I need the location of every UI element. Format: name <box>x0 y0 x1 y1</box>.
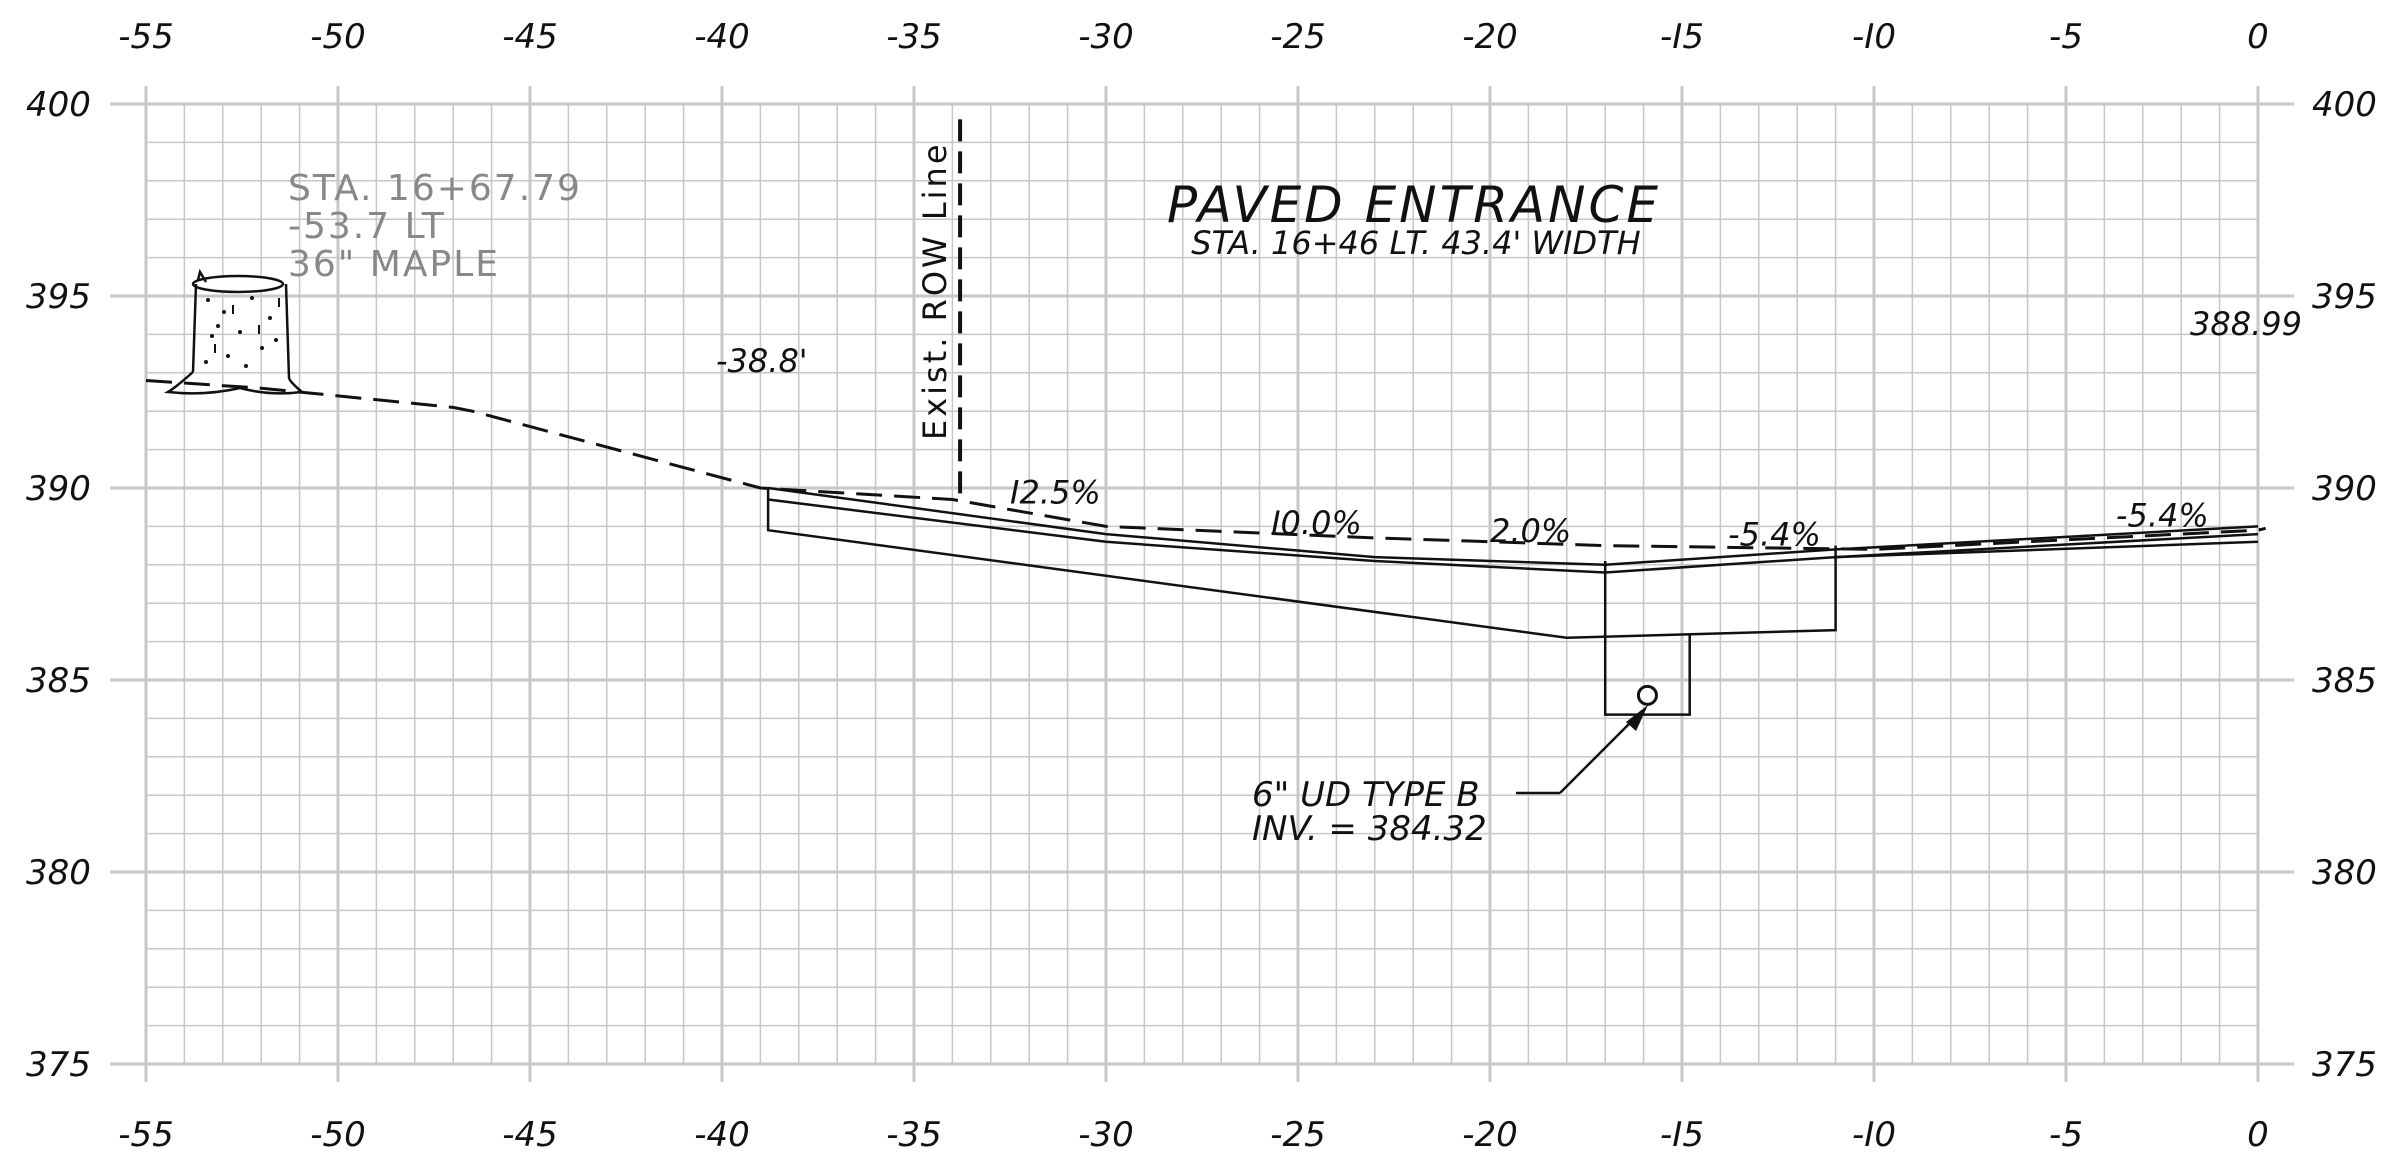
x-tick-label-bottom: -35 <box>886 1115 942 1155</box>
y-tick-label-right: 375 <box>2312 1045 2377 1085</box>
underdrain-trench-outline <box>1603 561 1691 716</box>
underdrain-callout: 6" UD TYPE B INV. = 384.32 <box>1252 705 1648 849</box>
proposed-surface-inner-line <box>767 498 2259 574</box>
x-tick-label-bottom: -55 <box>118 1115 174 1155</box>
grade-label: 2.0% <box>1490 512 1571 550</box>
tree-note-line-2: -53.7 LT <box>288 206 446 247</box>
x-tick-label-top: -20 <box>1462 17 1518 57</box>
x-tick-label-bottom: -25 <box>1270 1115 1326 1155</box>
x-tick-label-top: -55 <box>118 17 174 57</box>
y-tick-label-right: 400 <box>2312 85 2377 125</box>
y-tick-label-right: 390 <box>2312 469 2377 509</box>
y-tick-label-right: 395 <box>2312 277 2377 317</box>
x-tick-label-top: -30 <box>1078 17 1134 57</box>
grade-label: -5.4% <box>2116 496 2209 534</box>
y-tick-label-left: 390 <box>26 469 91 509</box>
existing-ground-offset-label: -38.8' <box>716 342 808 380</box>
x-tick-label-bottom: -30 <box>1078 1115 1134 1155</box>
end-elevation-label: 388.99 <box>2190 305 2302 343</box>
y-tick-label-right: 380 <box>2312 853 2377 893</box>
y-tick-label-left: 375 <box>26 1045 91 1085</box>
profile-lines <box>145 119 2267 716</box>
axis-labels: -55-55-50-50-45-45-40-40-35-35-30-30-25-… <box>26 17 2377 1155</box>
x-tick-label-top: -45 <box>502 17 558 57</box>
x-tick-label-top: -25 <box>1270 17 1326 57</box>
underdrain-label: 6" UD TYPE B <box>1252 775 1480 815</box>
x-tick-label-top: 0 <box>2247 17 2269 57</box>
x-tick-label-bottom: 0 <box>2247 1115 2269 1155</box>
existing-ground-line <box>145 379 2267 551</box>
tree-note-line-1: STA. 16+67.79 <box>288 168 582 209</box>
grade-labels: I2.5% I0.0% 2.0% -5.4% -5.4% <box>1010 473 2209 553</box>
tree-note-line-3: 36" MAPLE <box>288 244 500 285</box>
proposed-surface-line <box>767 486 2259 567</box>
grade-label: I0.0% <box>1271 504 1362 542</box>
x-tick-label-top: -I0 <box>1852 17 1896 57</box>
tree-stump-icon <box>164 268 306 395</box>
tree-note: STA. 16+67.79 -53.7 LT 36" MAPLE <box>288 168 582 285</box>
row-line-label: Exist. ROW Line <box>916 141 954 440</box>
y-tick-label-right: 385 <box>2312 661 2377 701</box>
x-tick-label-top: -50 <box>310 17 366 57</box>
sheet-subtitle: STA. 16+46 LT. 43.4' WIDTH <box>1191 224 1640 262</box>
x-tick-label-bottom: -45 <box>502 1115 558 1155</box>
x-tick-label-bottom: -I0 <box>1852 1115 1896 1155</box>
sheet-title: PAVED ENTRANCE <box>1167 176 1661 234</box>
y-tick-label-left: 395 <box>26 277 91 317</box>
y-tick-label-left: 385 <box>26 661 91 701</box>
x-tick-label-top: -5 <box>2049 17 2083 57</box>
x-tick-label-top: -35 <box>886 17 942 57</box>
pavement-base-outline <box>766 488 1837 640</box>
x-tick-label-bottom: -20 <box>1462 1115 1518 1155</box>
x-tick-label-bottom: -50 <box>310 1115 366 1155</box>
underdrain-invert-label: INV. = 384.32 <box>1252 809 1487 849</box>
grid <box>110 86 2294 1082</box>
x-tick-label-top: -I5 <box>1660 17 1704 57</box>
underdrain-pipe <box>1636 684 1658 706</box>
pavement-edge-line <box>1835 540 2259 559</box>
grade-label: -5.4% <box>1728 516 1821 554</box>
y-tick-label-left: 400 <box>26 85 91 125</box>
x-tick-label-top: -40 <box>694 17 750 57</box>
grade-label: I2.5% <box>1010 473 1101 511</box>
x-tick-label-bottom: -5 <box>2049 1115 2083 1155</box>
x-tick-label-bottom: -40 <box>694 1115 750 1155</box>
x-tick-label-bottom: -I5 <box>1660 1115 1704 1155</box>
y-tick-label-left: 380 <box>26 853 91 893</box>
